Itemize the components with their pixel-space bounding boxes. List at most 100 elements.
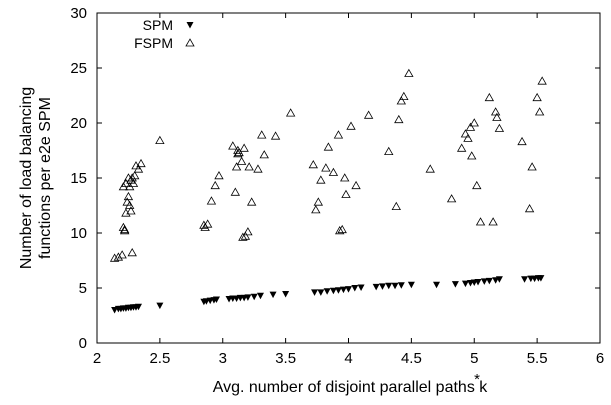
fspm-point: [517, 136, 527, 146]
spm-point: [317, 289, 325, 296]
x-tick-label: 6: [596, 350, 604, 367]
spm-point: [282, 291, 290, 298]
x-axis-label-superscript: *: [474, 371, 480, 388]
fspm-point: [285, 108, 296, 117]
spm-point: [433, 281, 441, 289]
x-tick-label: 2: [93, 350, 101, 367]
fspm-point: [236, 156, 247, 165]
y-tick-label: 25: [70, 60, 87, 77]
fspm-point: [206, 196, 217, 205]
spm-point: [351, 285, 359, 292]
x-tick-label: 4.5: [401, 350, 422, 367]
fspm-point: [123, 173, 134, 182]
fspm-point: [228, 141, 238, 150]
spm-point: [339, 286, 347, 294]
fspm-legend-symbol: [185, 38, 195, 47]
y-tick-label: 30: [70, 5, 87, 22]
fspm-point: [484, 92, 495, 102]
fspm-point: [246, 197, 257, 206]
fspm-point: [238, 232, 248, 241]
spm-point: [537, 275, 545, 282]
spm-point: [495, 276, 503, 283]
fspm-point: [524, 203, 535, 213]
spm-point: [485, 277, 493, 285]
spm-point: [385, 282, 393, 290]
fspm-point: [534, 107, 545, 116]
spm-point: [323, 288, 331, 295]
fspm-point: [465, 122, 476, 131]
spm-point: [156, 302, 164, 310]
fspm-point: [467, 151, 477, 160]
fspm-point: [244, 162, 254, 171]
y-tick-label: 0: [79, 335, 87, 352]
series-spm: [111, 275, 545, 314]
fspm-point: [494, 123, 505, 132]
fspm-point: [446, 194, 457, 203]
y-tick-label: 5: [79, 280, 87, 297]
spm-point: [244, 294, 252, 301]
fspm-point: [337, 224, 347, 234]
x-axis-label: Avg. number of disjoint parallel paths k: [213, 379, 489, 396]
fspm-point: [532, 92, 542, 102]
y-axis-label-group: Number of load balancing functions per e…: [18, 87, 54, 269]
fspm-point: [460, 129, 471, 138]
fspm-point: [311, 205, 321, 214]
fspm-point: [270, 131, 281, 140]
fspm-point: [119, 224, 130, 234]
fspm-point: [492, 112, 502, 121]
fspm-point: [231, 162, 242, 171]
x-tick-label: 2.5: [149, 350, 170, 367]
legend-label-fspm: FSPM: [134, 35, 173, 51]
fspm-point: [425, 164, 435, 173]
fspm-point: [399, 91, 409, 100]
x-tick-label: 3.5: [275, 350, 296, 367]
spm-point: [256, 292, 264, 300]
fspm-point: [463, 133, 473, 142]
series-fspm: [109, 68, 547, 262]
fspm-point: [475, 217, 486, 226]
spm-point: [461, 280, 469, 288]
spm-point: [334, 287, 342, 294]
fspm-point: [328, 167, 339, 176]
fspm-point: [472, 180, 482, 190]
legend-label-spm: SPM: [143, 17, 173, 33]
fspm-point: [394, 114, 404, 124]
fspm-point: [323, 142, 334, 151]
fspm-point: [128, 178, 139, 187]
y-tick-label: 15: [70, 170, 87, 187]
fspm-point: [243, 227, 253, 236]
fspm-point: [469, 118, 479, 127]
y-axis-label-line2: functions per e2e SPM: [37, 97, 54, 259]
fspm-point: [123, 191, 134, 201]
fspm-point: [308, 159, 318, 169]
spm-point: [407, 281, 415, 289]
spm-point: [397, 282, 405, 289]
fspm-point: [537, 76, 547, 85]
fspm-point: [346, 121, 356, 130]
y-tick-label: 20: [70, 115, 87, 132]
y-tick-label: 10: [70, 225, 87, 242]
plot-frame: [96, 12, 601, 344]
spm-point: [357, 284, 365, 291]
x-tick-label: 3: [219, 350, 227, 367]
x-tick-label: 4: [344, 350, 352, 367]
legend: SPM FSPM: [134, 17, 195, 51]
spm-legend-symbol: [186, 22, 194, 29]
spm-point: [212, 296, 220, 304]
fspm-point: [240, 231, 251, 240]
spm-point: [391, 282, 399, 290]
fspm-point: [119, 225, 130, 235]
fspm-point: [351, 180, 361, 190]
spm-point: [372, 283, 380, 291]
fspm-point: [527, 162, 537, 171]
fspm-point: [488, 217, 498, 226]
fspm-point: [321, 163, 331, 172]
fspm-point: [130, 170, 140, 180]
spm-point: [329, 287, 337, 295]
fspm-point: [127, 247, 137, 257]
fspm-point: [456, 143, 467, 152]
fspm-point: [313, 197, 324, 206]
fspm-point: [490, 107, 501, 116]
x-tick-label: 5.5: [527, 350, 548, 367]
